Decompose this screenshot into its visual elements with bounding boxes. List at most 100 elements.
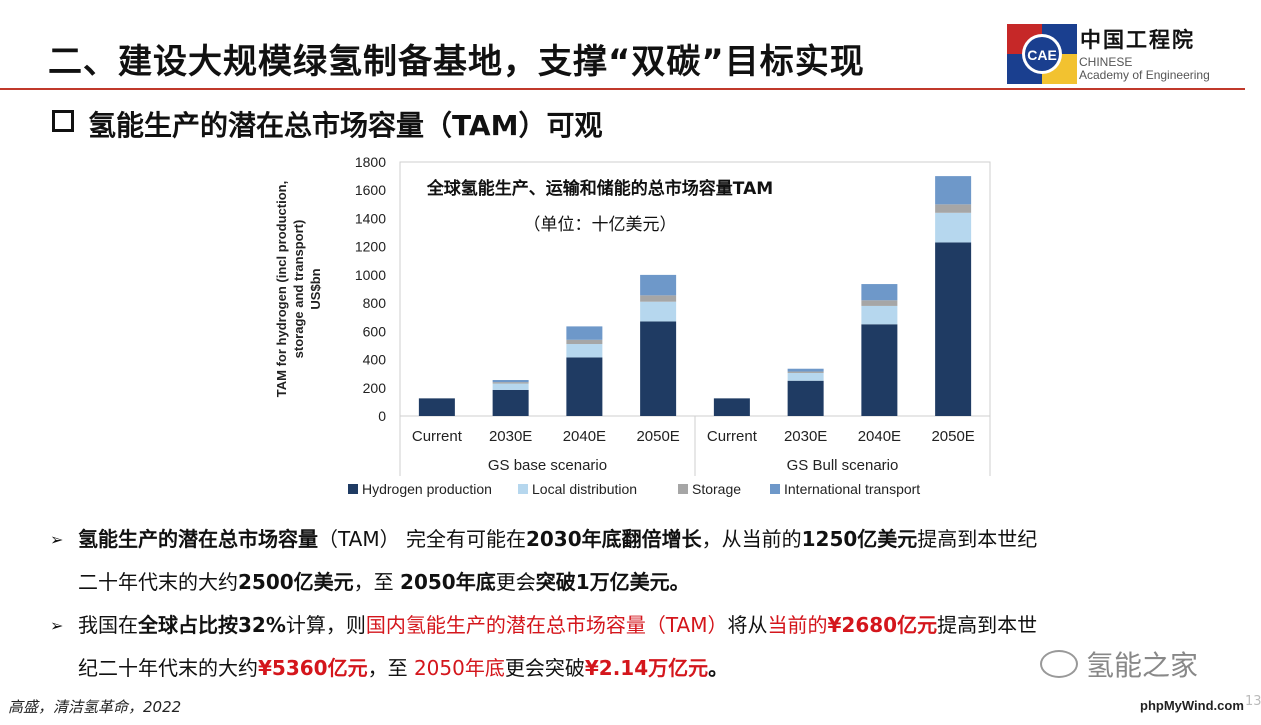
legend-label: International transport — [784, 481, 920, 497]
y-tick-label: 400 — [363, 352, 387, 368]
y-axis-label: US$bn — [308, 268, 323, 309]
bar-segment — [492, 383, 529, 390]
bar-segment — [861, 284, 898, 301]
watermark-text: 氢能之家 — [1086, 649, 1199, 682]
y-axis-label: TAM for hydrogen (incl production, — [274, 181, 289, 397]
bar-segment — [492, 389, 529, 416]
y-axis-label: storage and transport) — [291, 220, 306, 359]
bullet-text-run: 当前的 — [767, 613, 828, 637]
bullet-text-run: 2050年底 — [400, 570, 496, 594]
bullet-text-run: 更会突破 — [504, 656, 585, 680]
logo-chinese-name: 中国工程院 — [1080, 27, 1195, 52]
bullet-text-run: 1250亿美元 — [801, 527, 918, 551]
bar-segment — [935, 176, 972, 205]
bullet-text-run: ¥2.14万亿元 — [584, 656, 709, 680]
x-tick-label: 2050E — [636, 428, 679, 445]
checkbox-bullet-icon — [52, 110, 74, 132]
bar-segment — [640, 295, 677, 302]
bar-segment — [861, 324, 898, 416]
bullet-text-run: 国内氢能生产的潜在总市场容量（TAM） — [365, 613, 728, 637]
source-note: 高盛，清洁氢革命，2022 — [8, 698, 182, 716]
bullet-text-run: 提高到本世纪 — [917, 527, 1038, 551]
legend-label: Storage — [692, 481, 741, 497]
bar-segment — [640, 301, 677, 322]
bar-segment — [935, 204, 972, 213]
bullet-text-run: 氢能生产的潜在总市场容量 — [78, 527, 318, 551]
legend-swatch — [348, 484, 358, 494]
tam-chart: 0 200 400 600 800 1000 1200 1400 1600 1800 TAM for… — [274, 154, 991, 497]
bar-segment — [492, 382, 529, 384]
y-tick-label: 1400 — [355, 210, 386, 226]
bullet-line: 氢能生产的潜在总市场容量（TAM） 完全有可能在2030年底翻倍增长，从当前的1… — [78, 518, 1230, 561]
bar-segment — [566, 326, 603, 340]
plot-area — [399, 161, 991, 417]
logo-english-line2: Academy of Engineering — [1079, 68, 1210, 82]
chart-subtitle: （单位：十亿美元） — [524, 215, 677, 235]
bar-segment — [640, 274, 677, 296]
arrow-bullet-icon: ➢ — [50, 530, 64, 549]
y-tick-label: 1600 — [355, 182, 386, 198]
bar-segment — [566, 357, 603, 416]
y-tick-label: 1200 — [355, 239, 386, 255]
bullet-text-run: 全球占比按32% — [138, 613, 286, 637]
x-tick-label: Current — [707, 428, 758, 445]
legend-label: Local distribution — [532, 481, 637, 497]
watermark: 氢能之家 — [1040, 644, 1198, 684]
bar-segment — [861, 305, 898, 325]
x-tick-label: 2030E — [489, 428, 532, 445]
y-tick-label: 800 — [363, 295, 387, 311]
bullet-text-run: 计算，则 — [285, 613, 366, 637]
y-tick-label: 0 — [378, 408, 386, 424]
bullet-text-run: ¥5360亿元 — [258, 656, 368, 680]
y-tick-label: 1800 — [355, 154, 386, 170]
x-tick-label: 2030E — [784, 428, 827, 445]
group-label: GS Bull scenario — [787, 457, 899, 474]
bar-segment — [713, 398, 750, 416]
bar-segment — [492, 380, 529, 383]
site-credit: phpMyWind.com — [1140, 698, 1244, 713]
wechat-icon — [1040, 650, 1078, 678]
bar-segment — [935, 242, 972, 416]
bullet-item: ➢ 我国在全球占比按32%计算，则国内氢能生产的潜在总市场容量（TAM）将从当前的… — [50, 604, 1230, 690]
bullet-text-run: ，至 — [367, 656, 414, 680]
bullet-text-run: ¥2680亿元 — [827, 613, 938, 637]
bar-segment — [935, 212, 972, 243]
bar-segment — [787, 368, 824, 372]
bar-segment — [566, 339, 603, 345]
slide-subtitle: 氢能生产的潜在总市场容量（TAM）可观 — [52, 104, 602, 144]
bullet-text-run: 。 — [708, 656, 729, 680]
bullet-text-run: 我国在 — [78, 613, 138, 637]
legend-swatch — [678, 484, 688, 494]
legend-swatch — [770, 484, 780, 494]
bullet-text-run: 2030年底翻倍增长 — [525, 527, 702, 551]
bullet-text-run: 纪二十年代末的大约 — [78, 656, 258, 680]
bullet-text-run: ，至 — [353, 570, 401, 594]
bullet-text-run: 将从 — [727, 613, 768, 637]
cae-logo: CAE — [1007, 24, 1077, 84]
bar-segment — [418, 398, 455, 416]
x-tick-label: 2040E — [563, 428, 606, 445]
x-tick-label: 2050E — [931, 428, 974, 445]
x-tick-label: 2040E — [858, 428, 901, 445]
group-label: GS base scenario — [488, 457, 607, 474]
bar-segment — [566, 344, 603, 358]
bullet-text-run: 2500亿美元 — [238, 570, 354, 594]
arrow-bullet-icon: ➢ — [50, 616, 64, 635]
bullet-text-run: 提高到本世 — [937, 613, 1038, 637]
y-tick-label: 200 — [363, 380, 387, 396]
bullet-text-run: 突破1万亿美元。 — [535, 570, 690, 594]
logo-badge: CAE — [1027, 47, 1057, 63]
bullet-text-run: （TAM） 完全有可能在 — [318, 527, 526, 551]
bar-segment — [861, 300, 898, 306]
bar-segment — [640, 321, 677, 416]
bullet-item: ➢ 氢能生产的潜在总市场容量（TAM） 完全有可能在2030年底翻倍增长，从当前的… — [50, 518, 1230, 604]
bar-segment — [787, 372, 824, 381]
bullet-text-run: 二十年代末的大约 — [78, 570, 238, 594]
chart-title: 全球氢能生产、运输和储能的总市场容量TAM — [426, 178, 773, 199]
bullet-line: 纪二十年代末的大约¥5360亿元，至 2050年底更会突破¥2.14万亿元。 — [78, 647, 1230, 690]
x-tick-label: Current — [412, 428, 463, 445]
legend-swatch — [518, 484, 528, 494]
bullet-list: ➢ 氢能生产的潜在总市场容量（TAM） 完全有可能在2030年底翻倍增长，从当前的… — [50, 518, 1230, 690]
bar-segment — [787, 371, 824, 373]
title-divider — [0, 88, 1245, 90]
